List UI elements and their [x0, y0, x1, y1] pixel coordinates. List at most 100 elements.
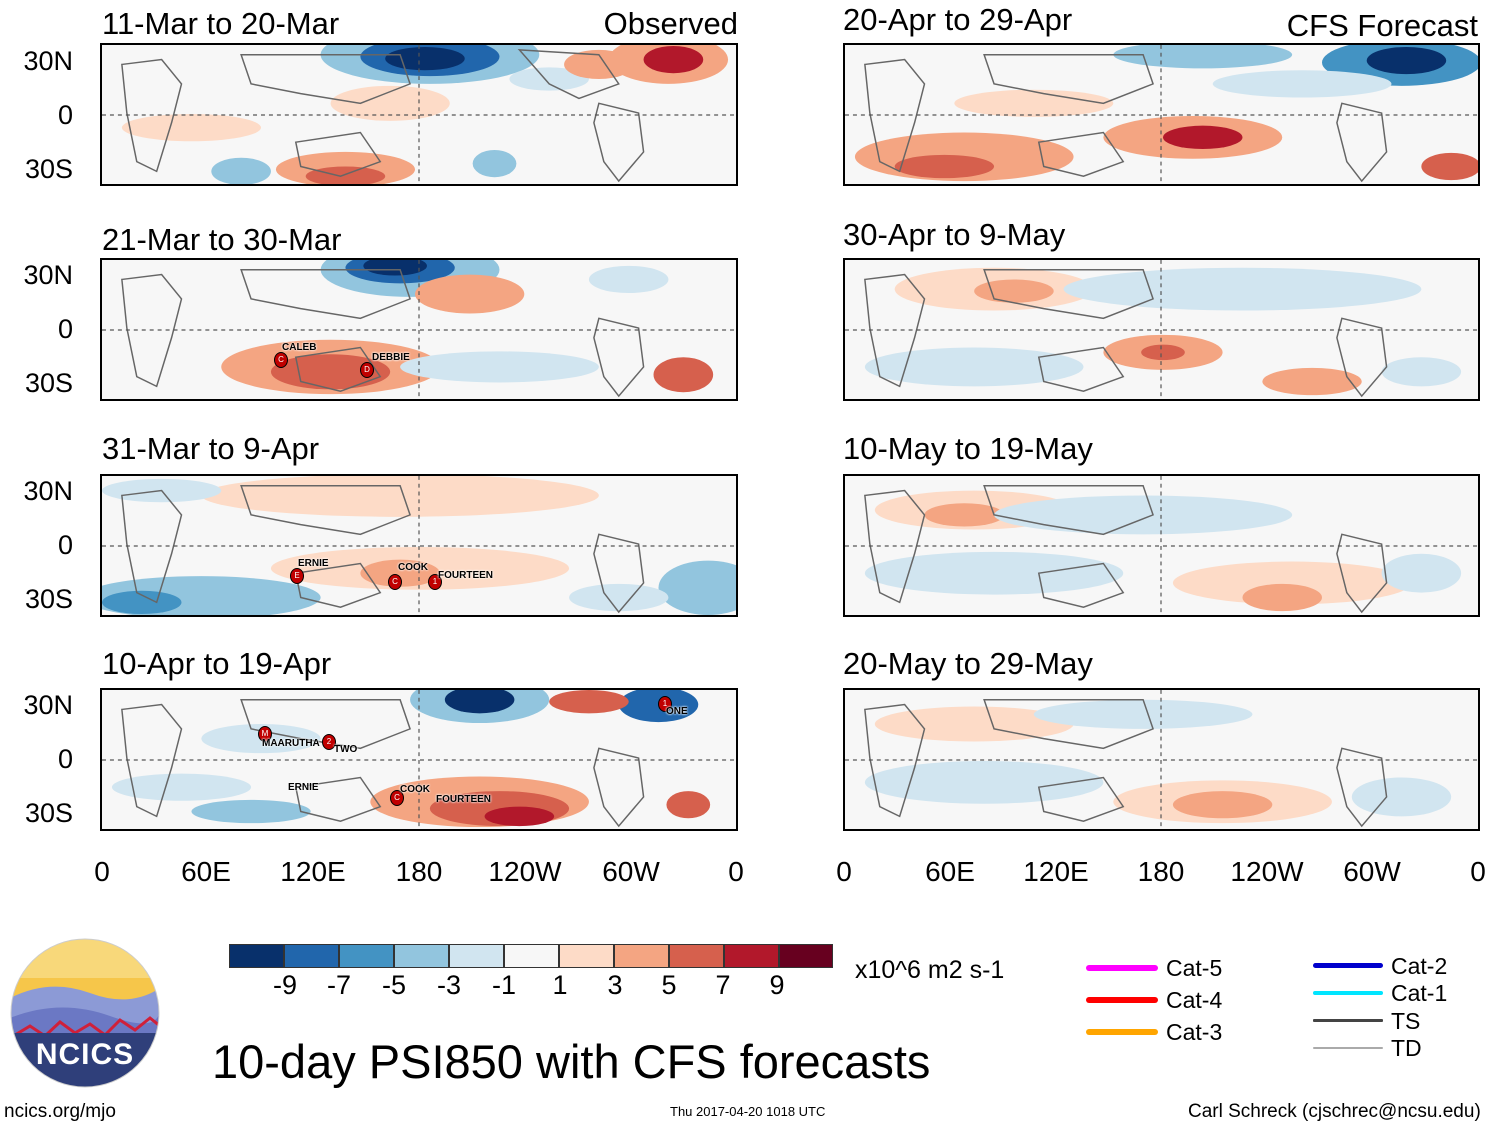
colorbar-label: -9	[272, 970, 297, 1000]
colorbar-swatch	[394, 944, 449, 968]
colorbar-swatch	[449, 944, 504, 968]
colorbar-label: 7	[715, 970, 731, 1000]
main-title: 10-day PSI850 with CFS forecasts	[212, 1035, 931, 1088]
legend-line-cat5	[1086, 965, 1158, 971]
panel-title-fc-3: 10-May to 19-May	[843, 431, 1093, 466]
storm-label-ernie: ERNIE	[298, 558, 329, 569]
lon-label-right-120e: 120E	[1023, 856, 1089, 887]
lon-label-right-60w: 60W	[1343, 856, 1401, 887]
colorbar-swatch	[669, 944, 724, 968]
lat-label-30s: 30S	[24, 798, 73, 828]
colorbar-label: -3	[436, 970, 461, 1000]
footer-url[interactable]: ncics.org/mjo	[4, 1101, 116, 1122]
map-panel-fc-3	[843, 474, 1480, 617]
colorbar-label: 9	[769, 970, 785, 1000]
lon-label-left-180: 180	[395, 856, 443, 887]
colorbar-swatch	[614, 944, 669, 968]
colorbar-swatch	[724, 944, 779, 968]
lon-label-left-0-end: 0	[728, 856, 744, 887]
lon-label-right-0-end: 0	[1470, 856, 1486, 887]
legend-line-td	[1313, 1047, 1383, 1049]
colorbar-label: 1	[552, 970, 568, 1000]
colorbar-swatch	[339, 944, 394, 968]
lat-label-eq: 0	[57, 100, 73, 130]
forecast-label: CFS Forecast	[1286, 8, 1478, 43]
storm-label-fourteen: FOURTEEN	[436, 794, 491, 805]
legend-line-cat1	[1313, 991, 1383, 995]
lat-label-30n: 30N	[23, 690, 73, 720]
map-panel-obs-3: E ERNIE C COOK 1 FOURTEEN	[100, 474, 738, 617]
lon-label-left-60e: 60E	[181, 856, 231, 887]
storm-marker-fourteen: 1	[428, 574, 442, 590]
colorbar-swatch	[559, 944, 614, 968]
legend-label-cat5: Cat-5	[1166, 955, 1223, 981]
colorbar-units: x10^6 m2 s-1	[855, 956, 1005, 984]
colorbar-label: -5	[381, 970, 406, 1000]
colorbar-label: -1	[491, 970, 516, 1000]
panel-title-obs-3: 31-Mar to 9-Apr	[102, 431, 320, 466]
legend-label-td: TD	[1391, 1035, 1422, 1061]
storm-label-cook: COOK	[400, 784, 430, 795]
colorbar-label: 5	[661, 970, 677, 1000]
legend-label-cat4: Cat-4	[1166, 987, 1223, 1013]
panel-title-fc-4: 20-May to 29-May	[843, 646, 1093, 681]
lat-label-30s: 30S	[24, 154, 73, 184]
legend-label-cat1: Cat-1	[1391, 980, 1448, 1006]
lat-label-eq: 0	[57, 314, 73, 344]
lon-label-right-60e: 60E	[925, 856, 975, 887]
lon-label-left-120w: 120W	[488, 856, 562, 887]
lat-label-eq: 0	[57, 530, 73, 560]
storm-marker-cook: C	[388, 574, 402, 590]
lat-label-30n: 30N	[23, 476, 73, 506]
storm-marker-cook: C	[390, 790, 404, 806]
storm-label-debbie: DEBBIE	[372, 352, 410, 363]
storm-label-ernie: ERNIE	[288, 782, 319, 793]
logo-text: NCICS	[35, 1038, 135, 1071]
map-panel-fc-4	[843, 688, 1480, 831]
legend-line-cat3	[1086, 1029, 1158, 1035]
map-panel-obs-2: C CALEB D DEBBIE	[100, 258, 738, 401]
lon-label-right-120w: 120W	[1230, 856, 1304, 887]
colorbar-swatch	[284, 944, 339, 968]
lon-label-left-60w: 60W	[602, 856, 660, 887]
ncics-logo: NCICS	[10, 938, 160, 1088]
colorbar-swatch	[504, 944, 559, 968]
legend-label-cat3: Cat-3	[1166, 1019, 1223, 1045]
legend-line-cat4	[1086, 997, 1158, 1003]
lat-label-30n: 30N	[23, 260, 73, 290]
storm-marker-two: 2	[322, 734, 336, 750]
storm-marker-one: 1	[658, 696, 672, 712]
storm-marker-ernie: E	[290, 568, 304, 584]
legend-label-cat2: Cat-2	[1391, 953, 1448, 979]
map-panel-obs-4: M MAARUTHA 2 TWO ERNIE C COOK FOURTEEN 1…	[100, 688, 738, 831]
panel-title-obs-1: 11-Mar to 20-Mar	[102, 6, 340, 41]
footer-author: Carl Schreck (cjschrec@ncsu.edu)	[1188, 1101, 1481, 1122]
colorbar-swatch	[229, 944, 284, 968]
storm-marker-caleb: C	[274, 352, 288, 368]
footer-timestamp: Thu 2017-04-20 1018 UTC	[670, 1104, 826, 1119]
map-panel-fc-1	[843, 43, 1480, 186]
storm-label-maarutha: MAARUTHA	[262, 738, 320, 749]
storm-label-one: ONE	[666, 706, 688, 717]
lat-label-30s: 30S	[24, 368, 73, 398]
colorbar-swatch	[779, 944, 833, 968]
lon-label-right-180: 180	[1137, 856, 1185, 887]
panel-title-fc-1: 20-Apr to 29-Apr	[843, 2, 1073, 37]
observed-label: Observed	[603, 6, 738, 41]
map-panel-fc-2	[843, 258, 1480, 401]
colorbar-label: 3	[607, 970, 623, 1000]
storm-label-caleb: CALEB	[282, 342, 317, 353]
storm-label-cook: COOK	[398, 562, 428, 573]
lat-label-30s: 30S	[24, 584, 73, 614]
panel-title-obs-2: 21-Mar to 30-Mar	[102, 222, 342, 257]
colorbar-label: -7	[326, 970, 351, 1000]
storm-marker-debbie: D	[360, 362, 374, 378]
legend-line-cat2	[1313, 963, 1383, 968]
panel-title-fc-2: 30-Apr to 9-May	[843, 217, 1066, 252]
storm-label-two: TWO	[334, 744, 358, 755]
storm-marker-maarutha: M	[258, 726, 272, 742]
legend-line-ts	[1313, 1019, 1383, 1022]
lon-label-left-0: 0	[94, 856, 110, 887]
lat-label-eq: 0	[57, 744, 73, 774]
lon-label-right-0: 0	[836, 856, 852, 887]
